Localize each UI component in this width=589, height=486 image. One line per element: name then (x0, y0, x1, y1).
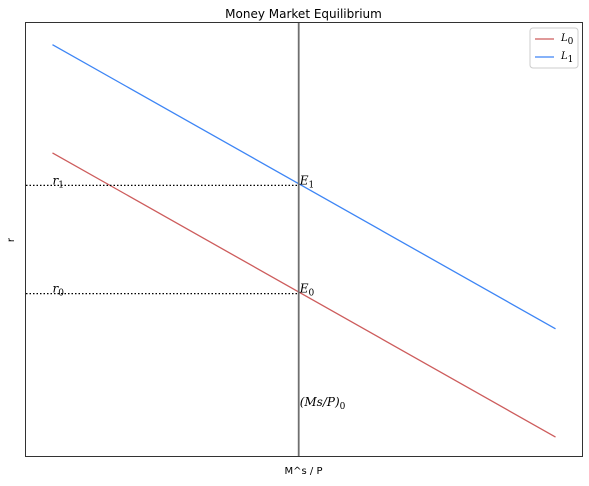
money-supply-label: (Ms/P)0 (300, 395, 346, 412)
y-axis-label: r (6, 237, 17, 242)
chart-marks: E0 r0 E1 r1 (Ms/P)0 (26, 23, 556, 456)
chart-title: Money Market Equilibrium (225, 7, 382, 21)
legend-label-l1: L1 (560, 51, 573, 65)
equilibrium-label-e1: E1 (299, 173, 315, 190)
series-line-l1 (52, 44, 556, 330)
series-line-l0 (52, 152, 556, 438)
legend-box (529, 27, 579, 69)
x-axis-label: M^s / P (285, 466, 323, 477)
interest-rate-label-r0: r0 (52, 282, 64, 299)
interest-rate-label-r1: r1 (52, 173, 63, 190)
equilibrium-label-e0: E0 (299, 282, 315, 299)
legend-label-l0: L0 (560, 33, 574, 47)
plot-frame (25, 22, 583, 457)
